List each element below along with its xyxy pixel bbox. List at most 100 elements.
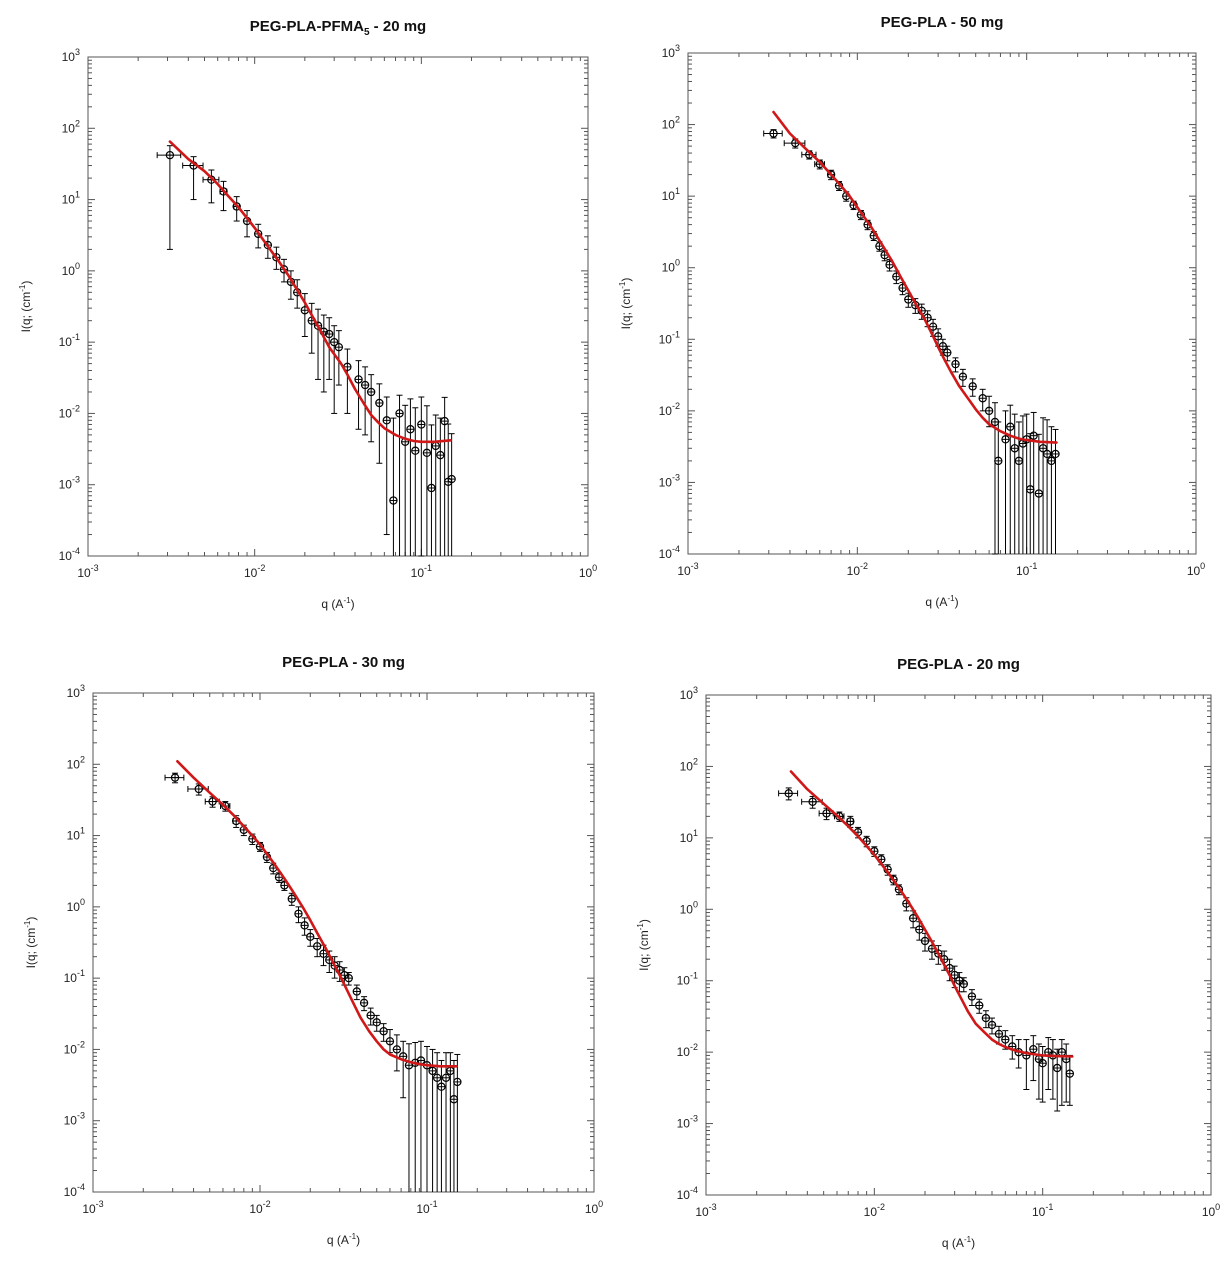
x-label-text: q (A <box>321 597 343 611</box>
chart-title: PEG-PLA - 50 mg <box>881 14 1004 31</box>
y-tick-exponent: 2 <box>693 756 698 766</box>
x-tick-base: 10 <box>249 1202 263 1216</box>
y-label-superscript: -1 <box>618 281 627 289</box>
y-tick-exponent: -1 <box>672 329 680 339</box>
y-tick-base: 10 <box>64 1114 78 1128</box>
y-tick-label: 10-1 <box>64 968 85 985</box>
x-tick-base: 10 <box>864 1205 878 1219</box>
y-tick-label: 10-2 <box>64 1039 85 1056</box>
y-tick-base: 10 <box>662 261 676 275</box>
y-tick-label: 10-4 <box>659 544 680 561</box>
y-tick-base: 10 <box>62 264 76 278</box>
x-label-superscript: -1 <box>343 596 351 605</box>
y-label-text: I(q; (cm <box>619 289 633 330</box>
y-label-superscript: -1 <box>636 923 645 931</box>
x-tick-base: 10 <box>1187 564 1201 578</box>
y-tick-base: 10 <box>677 974 691 988</box>
chart-panel-1: 10-3 10-2 10-1 10010-410-310-210-1100101102… <box>18 18 597 611</box>
y-label-text: I(q; (cm <box>637 930 651 971</box>
y-tick-exponent: -4 <box>672 544 680 554</box>
x-label-superscript: -1 <box>349 1232 357 1241</box>
y-tick-label: 102 <box>680 756 698 773</box>
x-tick-base: 10 <box>1016 564 1030 578</box>
y-tick-base: 10 <box>64 1185 78 1199</box>
chart-title: PEG-PLA-PFMA5 - 20 mg <box>250 18 426 38</box>
x-tick-exponent: -3 <box>709 1202 717 1212</box>
x-tick-exponent: -1 <box>430 1199 438 1209</box>
title-text: PEG-PLA - 20 mg <box>897 656 1020 673</box>
y-tick-label: 10-3 <box>64 1111 85 1128</box>
x-axis-label: q (A-1) <box>942 1235 975 1250</box>
x-tick-exponent: -2 <box>257 563 265 573</box>
x-tick-base: 10 <box>677 564 691 578</box>
title-text: PEG-PLA-PFMA <box>250 18 364 35</box>
y-tick-base: 10 <box>62 50 76 64</box>
y-tick-label: 101 <box>62 190 80 207</box>
y-tick-exponent: -1 <box>77 968 85 978</box>
x-tick-exponent: -2 <box>860 561 868 571</box>
y-tick-base: 10 <box>59 478 73 492</box>
y-tick-exponent: -1 <box>690 971 698 981</box>
y-tick-exponent: 0 <box>693 899 698 909</box>
y-label-superscript: -1 <box>18 284 27 292</box>
y-tick-label: 103 <box>67 683 85 700</box>
x-tick-exponent: -3 <box>691 561 699 571</box>
y-tick-label: 10-3 <box>59 475 80 492</box>
y-tick-exponent: -2 <box>72 403 80 413</box>
x-tick-exponent: -2 <box>877 1202 885 1212</box>
y-tick-label: 10-3 <box>677 1114 698 1131</box>
x-tick-label: 10-2 <box>864 1202 885 1219</box>
y-tick-label: 100 <box>67 897 85 914</box>
y-tick-base: 10 <box>677 1045 691 1059</box>
y-tick-base: 10 <box>662 118 676 132</box>
y-tick-base: 10 <box>62 193 76 207</box>
title-suffix: - 20 mg <box>370 18 427 35</box>
y-tick-exponent: 3 <box>75 47 80 57</box>
y-tick-base: 10 <box>662 46 676 60</box>
x-tick-exponent: -1 <box>1029 561 1037 571</box>
x-label-superscript: -1 <box>964 1235 972 1244</box>
y-tick-label: 10-4 <box>59 546 80 563</box>
x-label-text: q (A <box>942 1236 964 1250</box>
x-tick-label: 100 <box>1187 561 1205 578</box>
x-tick-exponent: -1 <box>1045 1202 1053 1212</box>
plot-frame <box>705 694 1212 1196</box>
x-axis-label: q (A-1) <box>327 1232 360 1247</box>
y-tick-base: 10 <box>64 971 78 985</box>
x-tick-base: 10 <box>847 564 861 578</box>
fit-curve <box>772 110 1058 444</box>
x-tick-base: 10 <box>1202 1205 1216 1219</box>
y-tick-exponent: -2 <box>77 1039 85 1049</box>
y-tick-label: 101 <box>680 828 698 845</box>
x-axis-label: q (A-1) <box>925 594 958 609</box>
x-label-text: q (A <box>327 1233 349 1247</box>
y-tick-base: 10 <box>680 902 694 916</box>
x-tick-exponent: -3 <box>96 1199 104 1209</box>
y-tick-exponent: -3 <box>72 475 80 485</box>
y-axis-label: I(q; (cm-1) <box>618 278 633 330</box>
y-tick-base: 10 <box>659 404 673 418</box>
y-tick-label: 10-3 <box>659 472 680 489</box>
x-label-end: ) <box>971 1236 975 1250</box>
y-tick-exponent: -2 <box>690 1042 698 1052</box>
x-tick-label: 10-2 <box>249 1199 270 1216</box>
y-axis-label: I(q; (cm-1) <box>23 917 38 969</box>
x-tick-label: 10-3 <box>77 563 98 580</box>
y-tick-exponent: 3 <box>693 685 698 695</box>
y-tick-exponent: -4 <box>77 1182 85 1192</box>
y-tick-base: 10 <box>67 900 81 914</box>
x-tick-label: 100 <box>585 1199 603 1216</box>
y-tick-base: 10 <box>62 121 76 135</box>
y-tick-label: 100 <box>680 899 698 916</box>
x-tick-exponent: -2 <box>263 1199 271 1209</box>
y-tick-label: 102 <box>662 115 680 132</box>
y-tick-label: 101 <box>67 826 85 843</box>
y-tick-exponent: 1 <box>675 186 680 196</box>
data-points-group <box>778 787 1075 1112</box>
y-tick-base: 10 <box>659 475 673 489</box>
y-tick-exponent: 3 <box>80 683 85 693</box>
x-tick-label: 10-3 <box>82 1199 103 1216</box>
y-axis-label: I(q; (cm-1) <box>636 919 651 971</box>
y-tick-exponent: -4 <box>72 546 80 556</box>
chart-panel-4: 10-3 10-2 10-1 10010-410-310-210-1100101102… <box>636 656 1220 1250</box>
